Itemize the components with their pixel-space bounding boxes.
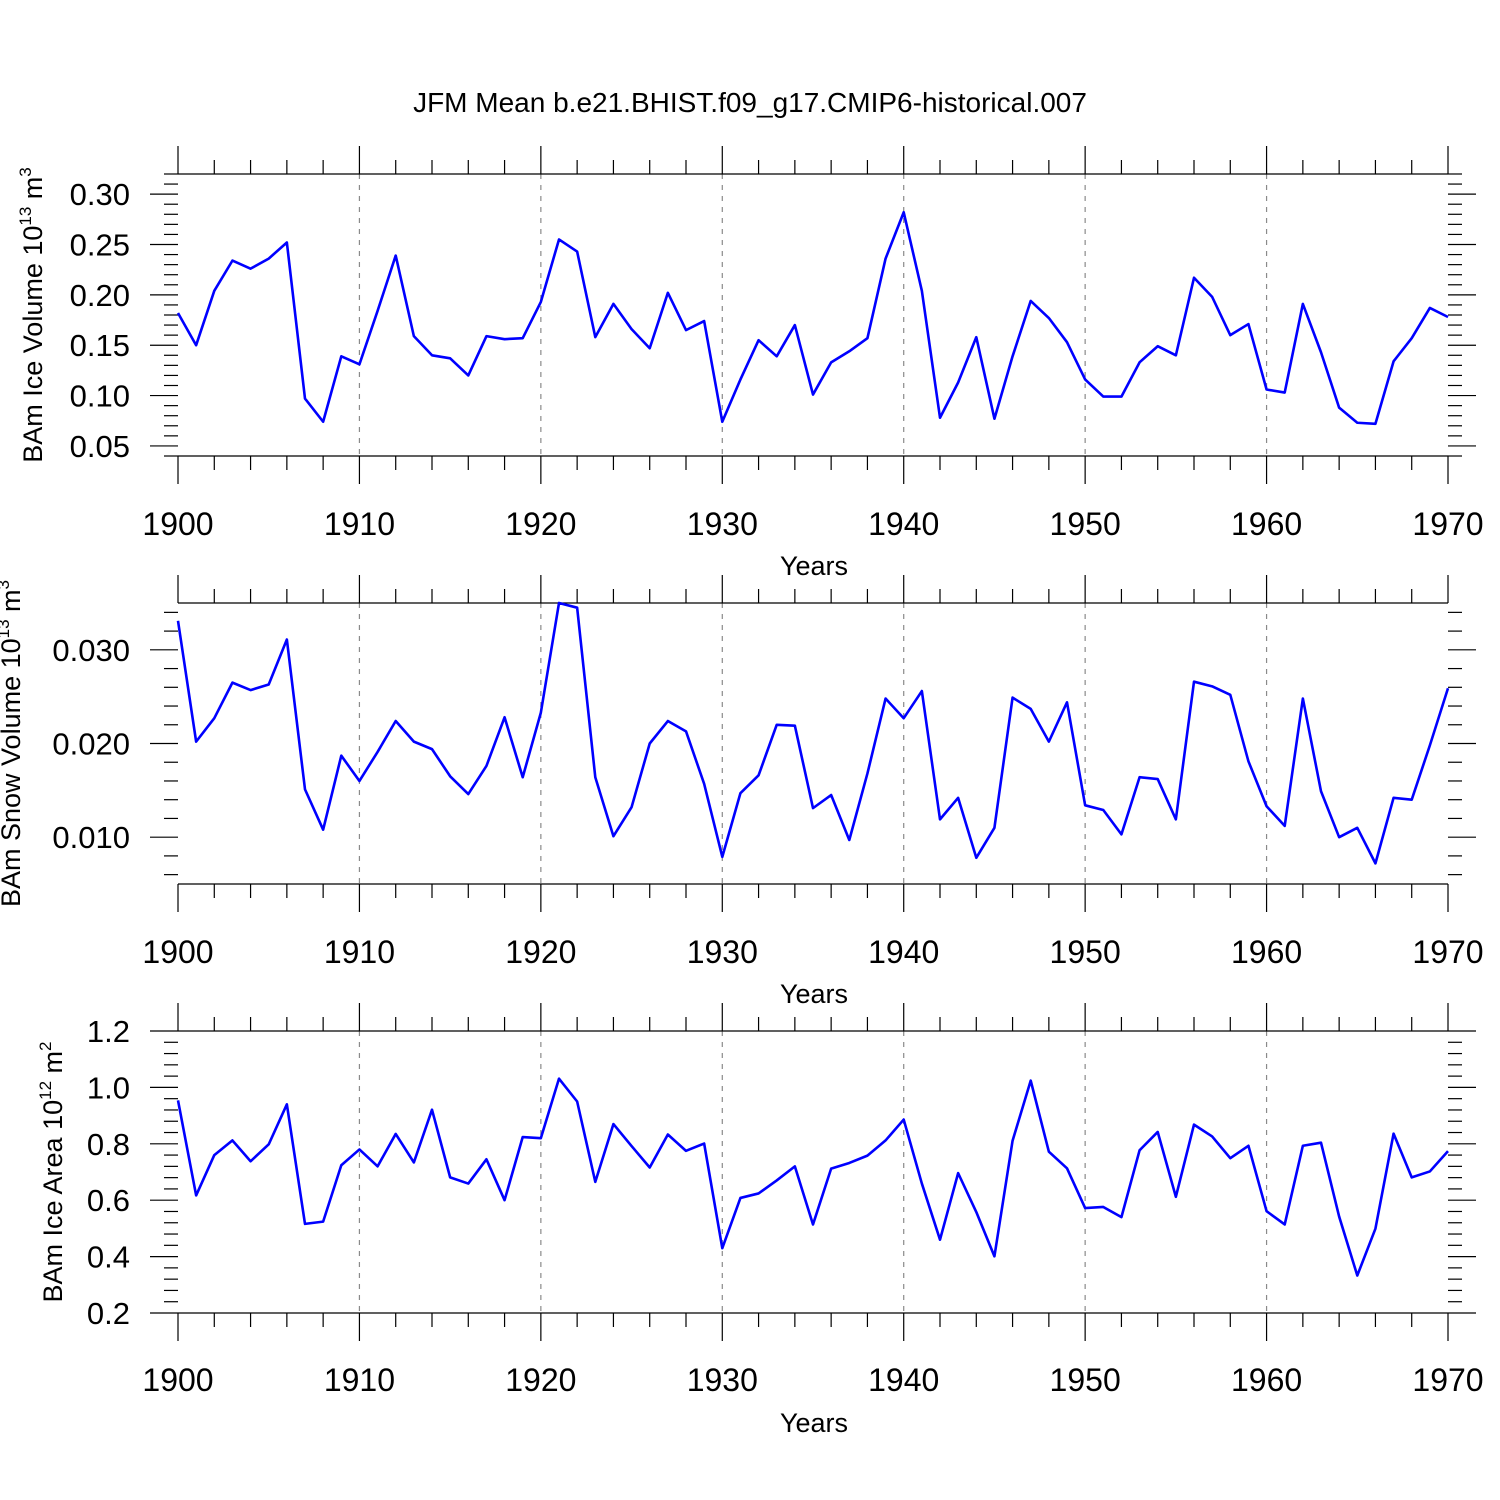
x-tick-label: 1970 (1412, 506, 1483, 542)
x-tick-label: 1900 (142, 506, 213, 542)
x-tick-label: 1950 (1050, 1362, 1121, 1398)
x-axis-label: Years (780, 1408, 848, 1438)
y-tick-label: 0.30 (70, 177, 130, 212)
y-tick-label: 0.8 (87, 1127, 130, 1162)
y-tick-label: 0.20 (70, 278, 130, 313)
x-tick-label: 1920 (505, 1362, 576, 1398)
y-tick-label: 0.2 (87, 1296, 130, 1331)
x-tick-label: 1900 (142, 934, 213, 970)
panel-ice-volume: 0.05 0.10 0.15 0.20 0.25 0.30 1900 1910 1920 1930… (16, 146, 1484, 581)
panel-ice-area: 0.2 0.4 0.6 0.8 1.0 1.2 1900 1910 1920 1930 1940 19… (36, 1003, 1484, 1438)
x-tick-label: 1930 (687, 934, 758, 970)
x-tick-label: 1950 (1050, 934, 1121, 970)
series-line (176, 601, 1450, 865)
y-tick-label: 0.05 (70, 429, 130, 464)
panel-snow-volume: 0.010 0.020 0.030 1900 1910 1920 1930 1940 1950 1… (0, 575, 1484, 1009)
x-tick-label: 1940 (868, 1362, 939, 1398)
x-tick-label: 1910 (324, 1362, 395, 1398)
x-tick-label: 1940 (868, 506, 939, 542)
series-line (176, 1077, 1449, 1277)
x-tick-label: 1900 (142, 1362, 213, 1398)
x-tick-label: 1970 (1412, 1362, 1483, 1398)
x-tick-label: 1910 (324, 934, 395, 970)
chart-title: JFM Mean b.e21.BHIST.f09_g17.CMIP6-histo… (413, 87, 1087, 118)
y-tick-label: 0.15 (70, 328, 130, 363)
x-tick-label: 1910 (324, 506, 395, 542)
x-tick-label: 1930 (687, 506, 758, 542)
y-tick-label: 0.10 (70, 379, 130, 414)
x-tick-label: 1960 (1231, 506, 1302, 542)
y-tick-label: 1.2 (87, 1014, 130, 1049)
x-axis-label: Years (780, 551, 848, 581)
y-tick-label: 0.6 (87, 1183, 130, 1218)
y-tick-label: 0.020 (52, 727, 130, 762)
x-tick-label: 1960 (1231, 934, 1302, 970)
x-tick-label: 1940 (868, 934, 939, 970)
x-tick-label: 1930 (687, 1362, 758, 1398)
x-tick-label: 1920 (505, 506, 576, 542)
y-tick-label: 0.4 (87, 1240, 130, 1275)
x-tick-label: 1960 (1231, 1362, 1302, 1398)
y-tick-label: 0.030 (52, 633, 130, 668)
y-tick-label: 0.010 (52, 820, 130, 855)
x-tick-label: 1950 (1050, 506, 1121, 542)
x-axis-label: Years (780, 979, 848, 1009)
y-tick-label: 0.25 (70, 228, 130, 263)
x-tick-label: 1970 (1412, 934, 1483, 970)
y-axis-label: BAm Snow Volume 1013 m3 (0, 580, 26, 907)
y-axis-label: BAm Ice Area 1012 m2 (36, 1042, 68, 1303)
x-tick-label: 1920 (505, 934, 576, 970)
y-axis-label: BAm Ice Volume 1013 m3 (16, 167, 48, 463)
series-line (176, 210, 1449, 426)
y-tick-label: 1.0 (87, 1070, 130, 1105)
